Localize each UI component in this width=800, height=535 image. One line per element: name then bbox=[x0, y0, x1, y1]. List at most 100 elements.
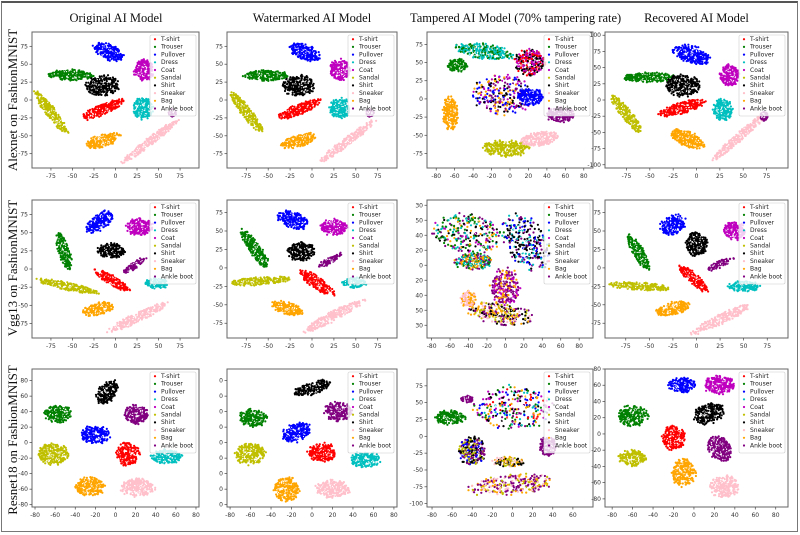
point-shirt bbox=[100, 77, 103, 80]
point-trouser bbox=[263, 70, 266, 73]
point-bag bbox=[302, 143, 305, 146]
point-trouser bbox=[259, 71, 262, 74]
point-sandal bbox=[49, 105, 53, 108]
point-gap bbox=[109, 46, 111, 49]
point-shirt bbox=[284, 87, 287, 90]
x-tick-label: 25 bbox=[133, 173, 141, 180]
point-trouser bbox=[74, 74, 77, 77]
point-gap bbox=[241, 104, 243, 106]
point-dress bbox=[331, 107, 334, 110]
point-gap bbox=[102, 141, 104, 143]
point-coat bbox=[334, 72, 337, 75]
point-gap bbox=[99, 78, 101, 80]
point-gap bbox=[338, 145, 340, 147]
point-sandal bbox=[250, 111, 253, 114]
point-bag bbox=[283, 147, 286, 150]
point-sneaker bbox=[337, 142, 341, 145]
point-dress bbox=[142, 100, 145, 103]
point-t-shirt bbox=[284, 113, 287, 116]
point-gap bbox=[154, 135, 156, 137]
point-pullover bbox=[291, 52, 294, 55]
point-gap bbox=[92, 114, 94, 116]
point-gap bbox=[74, 76, 76, 78]
point-shirt bbox=[93, 77, 97, 80]
point-gap bbox=[258, 73, 260, 75]
y-tick-label: 0 bbox=[219, 97, 223, 104]
point-gap bbox=[355, 133, 357, 135]
point-gap bbox=[286, 85, 288, 87]
point-bag bbox=[96, 141, 99, 145]
point-gap bbox=[92, 116, 94, 118]
point-sneaker bbox=[127, 156, 130, 160]
point-gap bbox=[95, 84, 97, 86]
point-gap bbox=[107, 46, 109, 49]
point-t-shirt bbox=[116, 105, 119, 108]
point-shirt bbox=[312, 87, 315, 90]
point-gap bbox=[141, 103, 143, 105]
point-bag bbox=[94, 144, 98, 147]
point-shirt bbox=[106, 88, 109, 92]
point-dress bbox=[133, 102, 136, 105]
point-trouser bbox=[270, 71, 273, 74]
point-shirt bbox=[111, 76, 114, 79]
point-coat bbox=[143, 72, 146, 75]
point-t-shirt bbox=[315, 100, 318, 103]
point-gap bbox=[297, 47, 299, 49]
point-bag bbox=[291, 140, 294, 144]
point-sandal bbox=[57, 113, 60, 116]
point-gap bbox=[334, 103, 337, 105]
point-gap bbox=[155, 138, 157, 140]
point-bag bbox=[104, 134, 107, 137]
point-trouser bbox=[267, 79, 270, 82]
point-gap bbox=[109, 142, 111, 144]
point-shirt bbox=[111, 80, 114, 83]
point-gap bbox=[338, 102, 340, 105]
point-sandal bbox=[34, 91, 38, 94]
point-gap bbox=[235, 100, 237, 102]
point-pullover bbox=[117, 50, 120, 53]
point-gap bbox=[268, 77, 270, 79]
point-t-shirt bbox=[120, 102, 123, 105]
point-pullover bbox=[119, 52, 122, 56]
point-gap bbox=[298, 86, 300, 88]
point-shirt bbox=[86, 88, 89, 91]
point-gap bbox=[138, 111, 140, 113]
point-pullover bbox=[113, 52, 116, 55]
point-sneaker bbox=[142, 149, 145, 152]
point-pullover bbox=[95, 51, 98, 54]
point-bag bbox=[111, 133, 114, 136]
point-t-shirt bbox=[301, 109, 305, 112]
legend-marker bbox=[153, 84, 157, 87]
point-t-shirt bbox=[302, 111, 305, 114]
scatter-panel: -80 -60 -40 -20 0 20 40 60 80 75 50 25 0 -25 -50 -75 T-s… bbox=[413, 31, 594, 180]
point-t-shirt bbox=[308, 103, 311, 106]
point-gap bbox=[301, 84, 303, 87]
point-dress bbox=[136, 115, 139, 118]
point-shirt bbox=[283, 81, 286, 85]
point-bag bbox=[113, 134, 116, 137]
point-t-shirt bbox=[99, 114, 102, 117]
point-sneaker bbox=[323, 158, 326, 162]
point-gap bbox=[99, 136, 101, 138]
point-trouser bbox=[251, 75, 255, 78]
point-t-shirt bbox=[319, 98, 322, 102]
point-gap bbox=[249, 74, 251, 76]
point-sandal bbox=[49, 114, 52, 117]
point-pullover bbox=[298, 50, 301, 53]
point-gap bbox=[103, 81, 105, 83]
point-sneaker bbox=[336, 149, 339, 152]
point-sneaker bbox=[369, 122, 372, 125]
point-bag bbox=[308, 132, 312, 135]
point-gap bbox=[301, 90, 303, 92]
point-gap bbox=[138, 149, 140, 151]
point-shirt bbox=[105, 91, 109, 94]
point-trouser bbox=[47, 73, 50, 76]
point-gap bbox=[55, 119, 58, 122]
point-t-shirt bbox=[87, 113, 90, 117]
point-gap bbox=[56, 123, 58, 125]
point-trouser bbox=[282, 77, 285, 80]
point-gap bbox=[249, 121, 251, 123]
point-sneaker bbox=[140, 148, 143, 151]
point-gap bbox=[137, 147, 139, 149]
